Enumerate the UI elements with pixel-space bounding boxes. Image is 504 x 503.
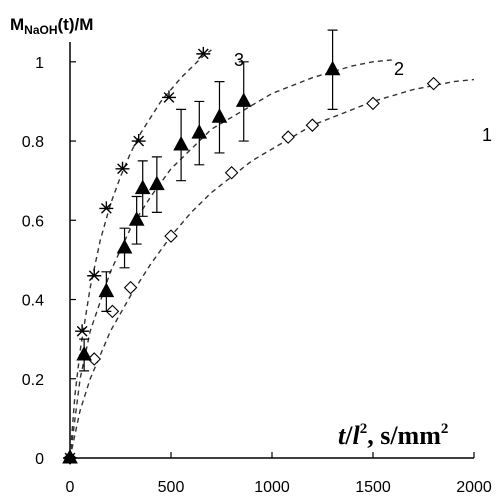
x-tick-label: 1000 [254,479,290,496]
x-tick-label: 1500 [355,479,391,496]
y-tick-label: 0.8 [22,134,44,151]
fit-curve-1 [69,78,475,459]
fit-curve-2 [69,59,394,459]
curve-label-3: 3 [234,50,244,70]
data-point-asterisk [99,201,114,214]
data-point-triangle [149,175,165,191]
y-axis-label: MNaOH(t)/M [10,15,93,37]
data-point-asterisk [196,46,211,60]
data-point-triangle [173,135,189,151]
x-axis-label: t/l2, s/mm2 [338,421,448,450]
data-point-diamond [305,118,320,132]
fit-curve-3 [69,49,212,459]
data-point-asterisk [75,324,90,337]
curve-label-1: 1 [482,125,492,145]
data-point-asterisk [63,451,77,464]
data-point-triangle [76,345,92,361]
data-point-asterisk [161,90,176,103]
y-tick-label: 0.2 [22,372,44,389]
data-point-triangle [191,124,208,139]
data-point-diamond [164,229,178,243]
x-tick-label: 500 [158,479,185,496]
data-point-diamond [123,280,138,295]
data-point-diamond [87,352,102,366]
data-point-triangle [98,282,115,298]
data-point-triangle [128,211,145,226]
data-point-asterisk [131,134,146,147]
y-tick-label: 0.6 [22,213,44,230]
y-tick-label: 0.4 [22,293,44,310]
data-point-triangle [235,92,252,107]
data-point-diamond [426,76,441,91]
data-point-triangle [211,108,228,123]
y-tick-label: 0 [35,451,44,468]
x-tick-label: 2000 [456,479,492,496]
data-point-diamond [281,130,295,144]
data-point-triangle [134,179,151,195]
y-tick-label: 1 [35,55,44,72]
x-tick-label: 0 [66,479,75,496]
curve-label-2: 2 [394,59,404,79]
data-point-asterisk [87,268,102,282]
data-point-triangle [324,60,341,76]
data-point-diamond [105,304,120,319]
data-point-triangle [116,238,133,254]
data-point-diamond [366,96,380,111]
data-point-diamond [224,165,239,180]
data-point-asterisk [115,161,130,175]
